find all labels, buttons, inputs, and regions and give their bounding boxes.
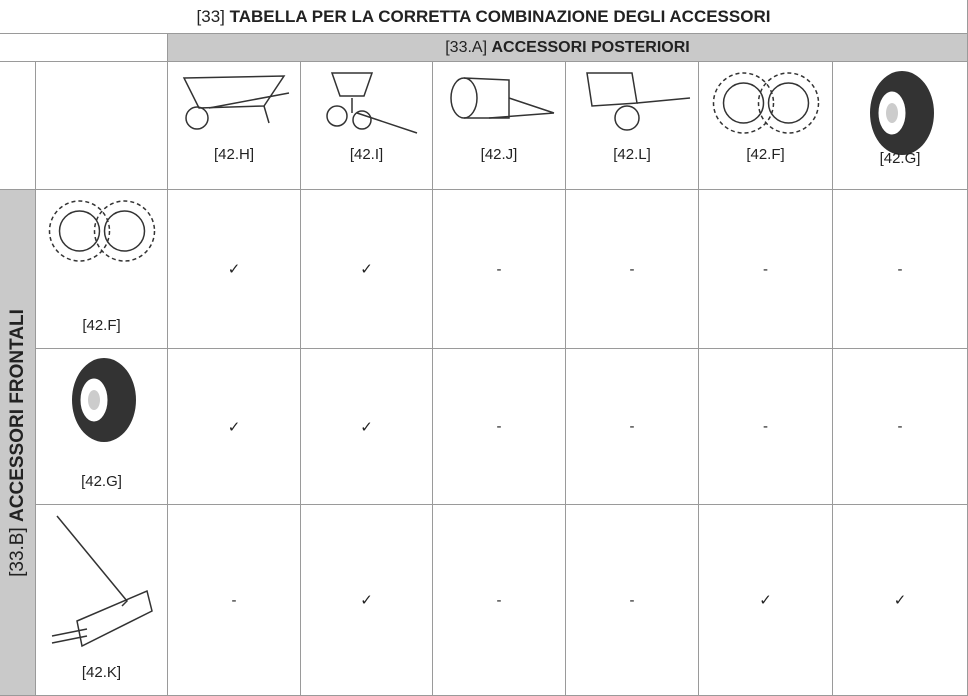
title-ref: [33] xyxy=(196,6,225,26)
compatibility-cell: - xyxy=(433,349,566,505)
empty-cell xyxy=(0,34,168,62)
compatibility-cell: - xyxy=(433,190,566,349)
compatibility-mark: - xyxy=(897,418,903,435)
rear-header: [33.A] ACCESSORI POSTERIORI xyxy=(168,34,968,62)
row-header: [42.F] xyxy=(36,190,168,349)
column-header: [42.H] xyxy=(168,62,301,190)
accessory-illustration xyxy=(169,68,299,143)
front-header: [33.B] ACCESSORI FRONTALI xyxy=(0,190,36,696)
column-header: [42.G] xyxy=(833,62,968,190)
compatibility-cell: - xyxy=(168,505,301,696)
compatibility-cell: ✓ xyxy=(301,349,433,505)
front-text: ACCESSORI FRONTALI xyxy=(6,309,28,522)
rear-text: ACCESSORI POSTERIORI xyxy=(491,38,690,56)
column-label: [42.G] xyxy=(879,150,921,167)
row-header: [42.K] xyxy=(36,505,168,696)
column-label: [42.J] xyxy=(480,146,518,163)
column-label: [42.L] xyxy=(613,146,651,163)
compatibility-mark: ✓ xyxy=(759,592,772,609)
compatibility-cell: ✓ xyxy=(301,190,433,349)
compatibility-mark: - xyxy=(629,418,635,435)
compatibility-mark: - xyxy=(496,591,502,609)
compatibility-mark: ✓ xyxy=(893,592,907,609)
accessory-illustration xyxy=(39,196,164,271)
compatibility-cell: - xyxy=(566,190,699,349)
row-label: [42.G] xyxy=(81,473,122,490)
compatibility-cell: ✓ xyxy=(168,190,301,349)
column-label: [42.I] xyxy=(349,146,384,163)
compatibility-cell: - xyxy=(566,505,699,696)
front-header-text: [33.B] ACCESSORI FRONTALI xyxy=(7,309,29,577)
compatibility-cell: ✓ xyxy=(301,505,433,696)
rear-ref: [33.A] xyxy=(445,38,488,56)
column-header: [42.L] xyxy=(566,62,699,190)
compatibility-cell: - xyxy=(833,190,968,349)
column-label: [42.F] xyxy=(746,146,785,163)
accessory-illustration xyxy=(572,68,692,143)
compatibility-mark: ✓ xyxy=(227,418,241,436)
compatibility-mark: - xyxy=(231,591,237,609)
compatibility-cell: - xyxy=(433,505,566,696)
column-header: [42.F] xyxy=(699,62,833,190)
table-title: [33] TABELLA PER LA CORRETTA COMBINAZION… xyxy=(0,0,968,34)
compatibility-mark: - xyxy=(629,591,635,609)
compatibility-mark: ✓ xyxy=(360,261,373,278)
compatibility-mark: ✓ xyxy=(360,592,373,609)
accessory-illustration xyxy=(62,355,142,450)
compatibility-cell: - xyxy=(833,349,968,505)
column-label: [42.H] xyxy=(213,146,255,163)
empty-cell xyxy=(36,62,168,190)
row-header: [42.G] xyxy=(36,349,168,505)
row-label: [42.K] xyxy=(81,664,122,681)
compatibility-mark: - xyxy=(496,418,502,435)
column-header: [42.I] xyxy=(301,62,433,190)
compatibility-cell: ✓ xyxy=(699,505,833,696)
compatibility-mark: - xyxy=(763,260,768,278)
accessory-illustration xyxy=(47,511,157,676)
empty-cell xyxy=(0,62,36,190)
title-text: TABELLA PER LA CORRETTA COMBINAZIONE DEG… xyxy=(229,6,771,26)
accessory-illustration xyxy=(860,68,940,163)
compatibility-mark: - xyxy=(763,418,768,435)
accessory-illustration xyxy=(703,68,828,143)
compatibility-cell: - xyxy=(566,349,699,505)
compatibility-cell: ✓ xyxy=(833,505,968,696)
front-ref: [33.B] xyxy=(6,527,28,577)
accessory-illustration xyxy=(439,68,559,143)
compatibility-mark: - xyxy=(496,260,502,278)
compatibility-mark: - xyxy=(897,260,903,278)
compatibility-cell: - xyxy=(699,349,833,505)
compatibility-mark: ✓ xyxy=(227,261,241,278)
row-label: [42.F] xyxy=(82,317,121,334)
accessory-illustration xyxy=(312,68,422,143)
compatibility-cell: ✓ xyxy=(168,349,301,505)
compatibility-cell: - xyxy=(699,190,833,349)
compatibility-mark: - xyxy=(629,260,635,278)
compatibility-mark: ✓ xyxy=(360,418,373,436)
column-header: [42.J] xyxy=(433,62,566,190)
